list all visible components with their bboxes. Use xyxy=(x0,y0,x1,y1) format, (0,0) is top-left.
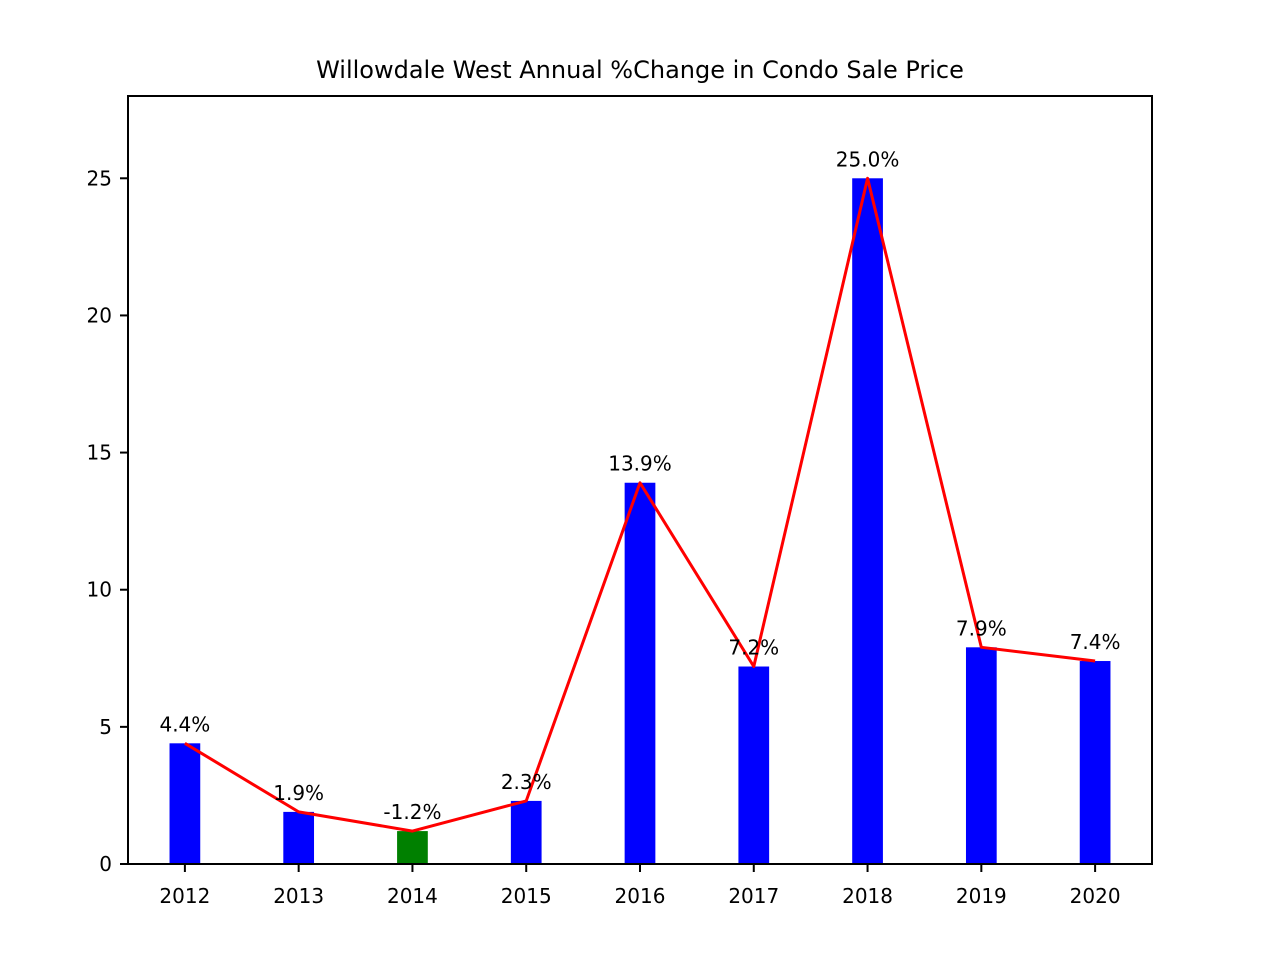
data-labels-layer: 4.4% 1.9% -1.2% 2.3% 13.9% 7.2% 25.0% 7.9% 7.4% xyxy=(159,147,1120,824)
data-label-2018: 25.0% xyxy=(836,147,900,171)
x-tick-label-2012: 2012 xyxy=(159,884,210,908)
axes-layer: 0 5 10 15 20 25 2012 2013 2014 2015 2016 2017 2018 20… xyxy=(87,95,1153,908)
x-tick-label-2017: 2017 xyxy=(728,884,779,908)
data-label-2012: 4.4% xyxy=(159,712,210,736)
bar-2019 xyxy=(965,647,997,864)
chart-title: Willowdale West Annual %Change in Condo … xyxy=(316,56,964,84)
bar-2017 xyxy=(738,666,770,864)
bar-2020 xyxy=(1079,661,1111,864)
data-label-2020: 7.4% xyxy=(1070,630,1121,654)
x-tick-label-2019: 2019 xyxy=(956,884,1007,908)
data-label-2016: 13.9% xyxy=(608,452,672,476)
bars-layer xyxy=(169,178,1111,865)
bar-2012 xyxy=(169,743,201,864)
bar-2018 xyxy=(852,178,883,865)
bar-2016 xyxy=(624,482,656,864)
x-tick-label-2016: 2016 xyxy=(615,884,666,908)
data-label-2013: 1.9% xyxy=(273,781,324,805)
x-tick-label-2013: 2013 xyxy=(273,884,324,908)
trend-line-layer xyxy=(184,176,1096,833)
data-label-2017: 7.2% xyxy=(728,636,779,660)
trend-line xyxy=(184,176,1096,833)
x-tick-label-2020: 2020 xyxy=(1070,884,1121,908)
data-label-2014: -1.2% xyxy=(383,800,441,824)
y-tick-label: 25 xyxy=(87,166,112,190)
data-label-2015: 2.3% xyxy=(501,770,552,794)
data-label-2019: 7.9% xyxy=(956,616,1007,640)
y-tick-label: 0 xyxy=(99,852,112,876)
x-tick-label-2015: 2015 xyxy=(501,884,552,908)
x-tick-label-2018: 2018 xyxy=(842,884,893,908)
y-tick-label: 5 xyxy=(99,715,112,739)
bar-2015 xyxy=(510,800,542,864)
y-tick-label: 10 xyxy=(87,578,112,602)
bar-2013 xyxy=(283,811,315,864)
y-tick-label: 20 xyxy=(87,303,112,327)
y-tick-label: 15 xyxy=(87,441,112,465)
x-tick-label-2014: 2014 xyxy=(387,884,438,908)
bar-2014 xyxy=(397,831,428,864)
